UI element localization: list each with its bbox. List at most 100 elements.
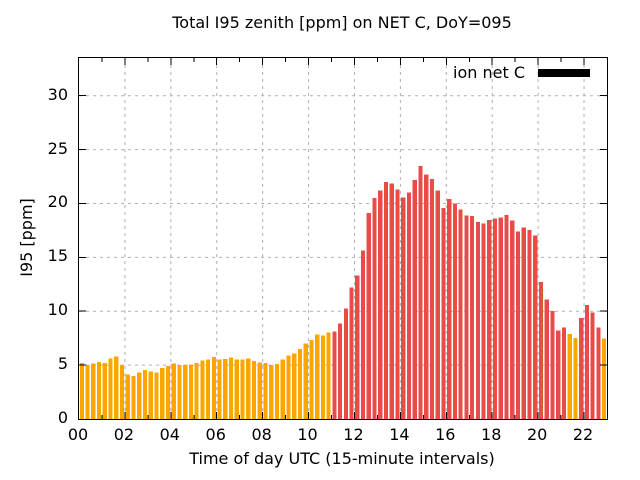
- bar: [515, 231, 521, 419]
- bar: [406, 192, 412, 419]
- bar: [263, 362, 268, 419]
- bar: [596, 327, 601, 419]
- bar: [487, 220, 492, 419]
- bar: [85, 365, 90, 419]
- bar: [211, 357, 216, 419]
- x-tick-label: 18: [481, 425, 502, 444]
- bar: [556, 330, 561, 419]
- bar: [96, 361, 102, 419]
- bar: [338, 323, 343, 419]
- bar: [590, 312, 595, 419]
- bar: [395, 189, 400, 419]
- bar: [108, 358, 113, 419]
- bar: [550, 311, 555, 419]
- bar: [286, 355, 291, 419]
- bar: [602, 338, 607, 419]
- bar: [544, 299, 549, 419]
- bar: [297, 348, 303, 419]
- bar: [194, 362, 199, 419]
- y-tick-label: 30: [47, 84, 68, 104]
- bar: [274, 364, 280, 419]
- bar: [131, 375, 136, 419]
- x-tick-label: 22: [572, 425, 594, 444]
- x-tick-label: 02: [113, 425, 135, 444]
- bar: [355, 275, 360, 419]
- bar: [470, 215, 475, 419]
- bar: [412, 179, 417, 419]
- x-axis-label: Time of day UTC (15-minute intervals): [189, 449, 495, 468]
- bar: [579, 318, 584, 419]
- bar: [435, 190, 440, 419]
- bar: [125, 374, 130, 419]
- y-tick-label: 0: [57, 408, 68, 427]
- bar: [498, 217, 503, 419]
- bar: [464, 215, 469, 419]
- legend: ion net C: [453, 63, 590, 82]
- bar: [504, 214, 509, 419]
- bar: [142, 369, 148, 419]
- bar: [401, 197, 406, 419]
- bar: [79, 362, 84, 419]
- bar: [326, 332, 331, 419]
- bar: [240, 359, 245, 419]
- bar: [447, 199, 452, 419]
- bar: [366, 213, 371, 419]
- bar-chart-canvas: [79, 58, 607, 419]
- bar: [527, 229, 532, 419]
- chart-title: Total I95 zenith [ppm] on NET C, DoY=095: [172, 13, 512, 32]
- bar: [177, 365, 182, 419]
- y-tick-label: 5: [57, 354, 68, 374]
- bar: [154, 372, 159, 419]
- bar: [332, 331, 337, 419]
- plot-area: ion net C: [78, 57, 608, 420]
- bar: [521, 227, 526, 419]
- bar: [372, 198, 377, 419]
- bar: [303, 343, 308, 419]
- x-tick-label: 12: [343, 425, 364, 444]
- bar: [148, 371, 153, 419]
- bar: [280, 359, 285, 419]
- bar: [418, 165, 423, 419]
- bar: [119, 365, 125, 419]
- x-tick-label: 14: [389, 425, 410, 444]
- bar: [533, 235, 538, 419]
- bar: [309, 339, 314, 419]
- bar: [223, 359, 228, 419]
- bar: [200, 360, 205, 419]
- bar: [165, 366, 171, 419]
- bar: [429, 179, 435, 419]
- bar: [137, 372, 142, 419]
- bar: [292, 353, 297, 419]
- legend-swatch: [538, 68, 590, 77]
- bar: [183, 365, 188, 419]
- bar: [567, 333, 572, 419]
- bar: [320, 335, 325, 419]
- bar: [343, 308, 348, 419]
- x-tick-label: 06: [205, 425, 226, 444]
- bar: [561, 327, 567, 419]
- bar: [234, 359, 239, 419]
- bar: [378, 190, 383, 419]
- x-tick-label: 04: [159, 425, 180, 444]
- bar: [160, 367, 165, 419]
- y-tick-label: 25: [47, 138, 68, 158]
- bar: [383, 181, 389, 419]
- bar: [188, 364, 193, 419]
- bar: [217, 359, 222, 419]
- bar: [269, 365, 274, 419]
- bar: [251, 360, 257, 419]
- bar: [349, 287, 354, 419]
- bar: [452, 203, 457, 419]
- bar: [228, 357, 234, 419]
- bar: [481, 223, 486, 419]
- bar: [246, 358, 251, 419]
- bar: [114, 356, 119, 419]
- bar: [458, 209, 463, 419]
- x-tick-label: 20: [526, 425, 548, 444]
- y-tick-label: 20: [47, 192, 68, 212]
- bar: [475, 221, 480, 419]
- bar: [538, 282, 544, 419]
- x-tick-label: 16: [435, 425, 456, 444]
- x-tick-label: 00: [67, 425, 89, 444]
